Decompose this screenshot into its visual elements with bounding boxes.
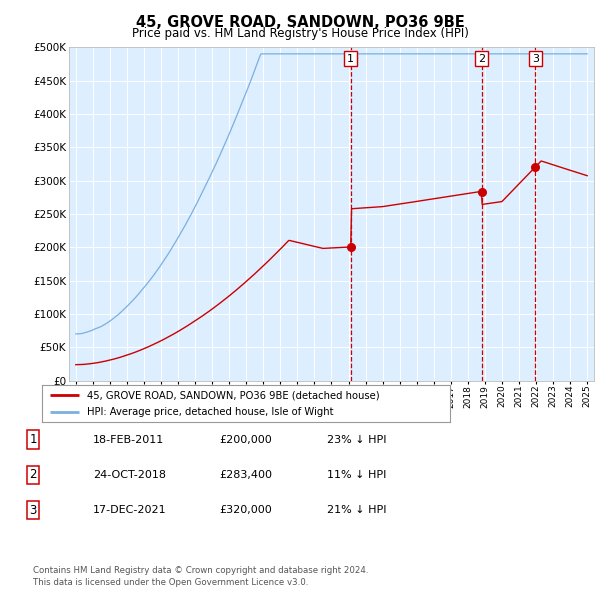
Text: 18-FEB-2011: 18-FEB-2011 [93,435,164,444]
Text: 17-DEC-2021: 17-DEC-2021 [93,506,167,515]
Text: 3: 3 [29,504,37,517]
Text: HPI: Average price, detached house, Isle of Wight: HPI: Average price, detached house, Isle… [87,407,334,417]
Text: 23% ↓ HPI: 23% ↓ HPI [327,435,386,444]
Text: 1: 1 [347,54,354,64]
Text: £320,000: £320,000 [219,506,272,515]
Text: 11% ↓ HPI: 11% ↓ HPI [327,470,386,480]
Text: 24-OCT-2018: 24-OCT-2018 [93,470,166,480]
Text: Price paid vs. HM Land Registry's House Price Index (HPI): Price paid vs. HM Land Registry's House … [131,27,469,40]
Text: 21% ↓ HPI: 21% ↓ HPI [327,506,386,515]
Text: 3: 3 [532,54,539,64]
Text: £200,000: £200,000 [219,435,272,444]
Text: 45, GROVE ROAD, SANDOWN, PO36 9BE (detached house): 45, GROVE ROAD, SANDOWN, PO36 9BE (detac… [87,390,380,400]
Text: 1: 1 [29,433,37,446]
Text: 45, GROVE ROAD, SANDOWN, PO36 9BE: 45, GROVE ROAD, SANDOWN, PO36 9BE [136,15,464,30]
Text: £283,400: £283,400 [219,470,272,480]
Text: 2: 2 [29,468,37,481]
Text: 2: 2 [478,54,485,64]
Text: Contains HM Land Registry data © Crown copyright and database right 2024.
This d: Contains HM Land Registry data © Crown c… [33,566,368,587]
